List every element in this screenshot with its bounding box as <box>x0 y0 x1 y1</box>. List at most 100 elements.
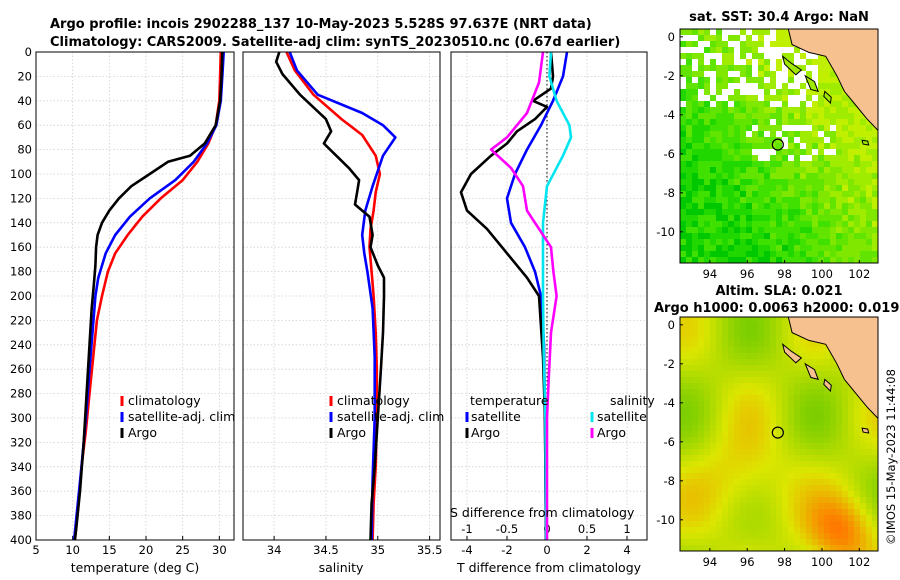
sla-cell <box>842 539 848 545</box>
sst-cell <box>716 155 722 161</box>
sst-cell <box>812 101 818 107</box>
sla-cell <box>734 401 740 407</box>
sst-cell <box>782 245 788 251</box>
sst-cell <box>680 179 686 185</box>
sla-cell <box>680 533 686 539</box>
sla-cell <box>686 383 692 389</box>
sla-cell <box>794 461 800 467</box>
sst-cell <box>794 239 800 245</box>
sla-cell <box>866 455 872 461</box>
sla-cell <box>752 335 758 341</box>
sla-cell <box>854 461 860 467</box>
sla-cell <box>704 389 710 395</box>
sla-cell <box>704 353 710 359</box>
sst-cell <box>836 161 842 167</box>
sla-cell <box>836 431 842 437</box>
sla-cell <box>680 485 686 491</box>
sla-cell <box>716 389 722 395</box>
sst-cell <box>686 89 692 95</box>
island <box>804 74 820 93</box>
sla-cell <box>830 503 836 509</box>
sst-cell <box>872 215 878 221</box>
sla-cell <box>764 353 770 359</box>
sst-cell <box>794 245 800 251</box>
sla-cell <box>770 473 776 479</box>
sst-cell <box>764 251 770 257</box>
sla-cell <box>782 539 788 545</box>
sst-map-frame <box>679 28 879 264</box>
sst-cell <box>764 101 770 107</box>
sla-cell <box>836 443 842 449</box>
sst-cell <box>848 239 854 245</box>
sla-cell <box>680 539 686 545</box>
x-tick-label: 20 <box>139 543 154 557</box>
sla-cell <box>716 317 722 323</box>
sla-cell <box>728 317 734 323</box>
sla-cell <box>788 431 794 437</box>
sla-cell <box>776 521 782 527</box>
sla-cell <box>704 539 710 545</box>
sla-cell <box>758 323 764 329</box>
sla-cell <box>872 509 878 515</box>
sst-cell <box>680 149 686 155</box>
sla-cell <box>800 527 806 533</box>
sst-cell <box>740 167 746 173</box>
sst-cell <box>818 155 824 161</box>
sla-cell <box>704 455 710 461</box>
sla-cell <box>758 419 764 425</box>
sla-cell <box>770 503 776 509</box>
sla-cell <box>764 503 770 509</box>
depth-tick-labels: 0204060801001201401601802002202402602803… <box>10 45 32 547</box>
sla-cell <box>782 365 788 371</box>
sla-cell <box>836 413 842 419</box>
sla-cell <box>692 383 698 389</box>
sla-cell <box>722 377 728 383</box>
sla-cell <box>752 389 758 395</box>
sst-cell <box>686 173 692 179</box>
sla-cell <box>872 545 878 551</box>
sla-cell <box>830 515 836 521</box>
sla-cell <box>836 449 842 455</box>
sst-cell <box>836 143 842 149</box>
sla-cell <box>824 395 830 401</box>
y-tick-label: 260 <box>10 362 32 376</box>
x-tick-label: 34 <box>267 543 282 557</box>
sla-cell <box>764 521 770 527</box>
sst-cell <box>698 179 704 185</box>
sst-cell <box>722 203 728 209</box>
sla-cell <box>776 341 782 347</box>
sla-cell <box>770 401 776 407</box>
s-tick-label: -1 <box>461 522 472 536</box>
sst-cell <box>788 59 794 65</box>
sst-cell <box>854 221 860 227</box>
sst-cell <box>818 119 824 125</box>
sst-cell <box>698 191 704 197</box>
sla-cell <box>764 497 770 503</box>
legend-label-argo: Argo <box>337 425 366 440</box>
sla-cell <box>758 359 764 365</box>
sla-cell <box>830 455 836 461</box>
sla-cell <box>770 371 776 377</box>
sla-cell <box>704 413 710 419</box>
sla-cell <box>728 443 734 449</box>
x-tick-label: 102 <box>848 267 870 281</box>
sst-cell <box>716 77 722 83</box>
sla-cell <box>866 515 872 521</box>
sla-cell <box>788 335 794 341</box>
sst-cell <box>782 131 788 137</box>
sla-cell <box>770 323 776 329</box>
sla-cell <box>716 467 722 473</box>
sla-cell <box>794 377 800 383</box>
temperature-panel: 0204060801001201401601802002202402602803… <box>10 45 235 575</box>
sla-cell <box>788 443 794 449</box>
sla-cell <box>740 407 746 413</box>
sst-cell <box>752 203 758 209</box>
salinity-xlabel: salinity <box>319 560 364 575</box>
sst-cell <box>764 161 770 167</box>
sst-cell <box>680 125 686 131</box>
sst-cell <box>788 227 794 233</box>
sla-cell <box>740 353 746 359</box>
sla-cell <box>842 407 848 413</box>
sst-cell <box>824 191 830 197</box>
sla-cell <box>836 461 842 467</box>
